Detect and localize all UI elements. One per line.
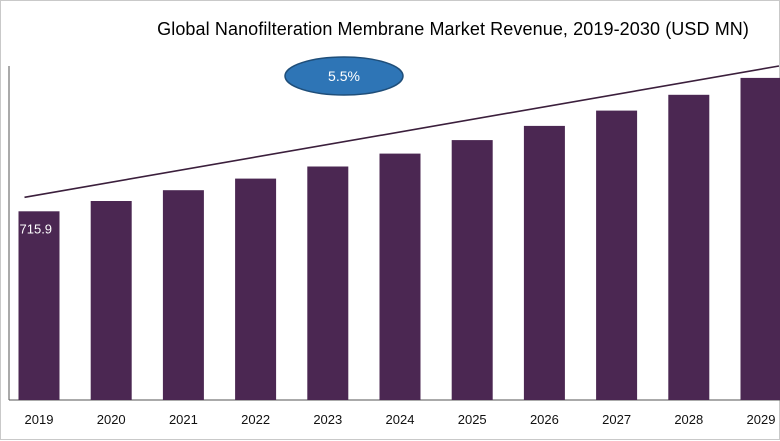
x-tick-label-2027: 2027 xyxy=(602,412,631,427)
x-tick-label-2026: 2026 xyxy=(530,412,559,427)
cagr-label: 5.5% xyxy=(328,68,360,84)
bar-2028 xyxy=(668,95,709,400)
x-tick-label-2028: 2028 xyxy=(674,412,703,427)
data-label-2019: 715.9 xyxy=(20,221,53,236)
bar-2025 xyxy=(452,140,493,400)
x-tick-label-2020: 2020 xyxy=(97,412,126,427)
bar-2022 xyxy=(235,179,276,400)
x-tick-label-2021: 2021 xyxy=(169,412,198,427)
bar-2023 xyxy=(307,167,348,401)
bar-2019 xyxy=(19,211,60,400)
bar-2021 xyxy=(163,190,204,400)
x-tick-label-2025: 2025 xyxy=(458,412,487,427)
x-tick-label-2023: 2023 xyxy=(313,412,342,427)
bar-2029 xyxy=(741,78,780,400)
x-tick-label-2019: 2019 xyxy=(25,412,54,427)
x-tick-label-2024: 2024 xyxy=(386,412,415,427)
bar-2026 xyxy=(524,126,565,400)
bar-2027 xyxy=(596,111,637,400)
bar-2020 xyxy=(91,201,132,400)
bar-2024 xyxy=(380,154,421,400)
x-tick-label-2022: 2022 xyxy=(241,412,270,427)
x-tick-label-2029: 2029 xyxy=(747,412,776,427)
